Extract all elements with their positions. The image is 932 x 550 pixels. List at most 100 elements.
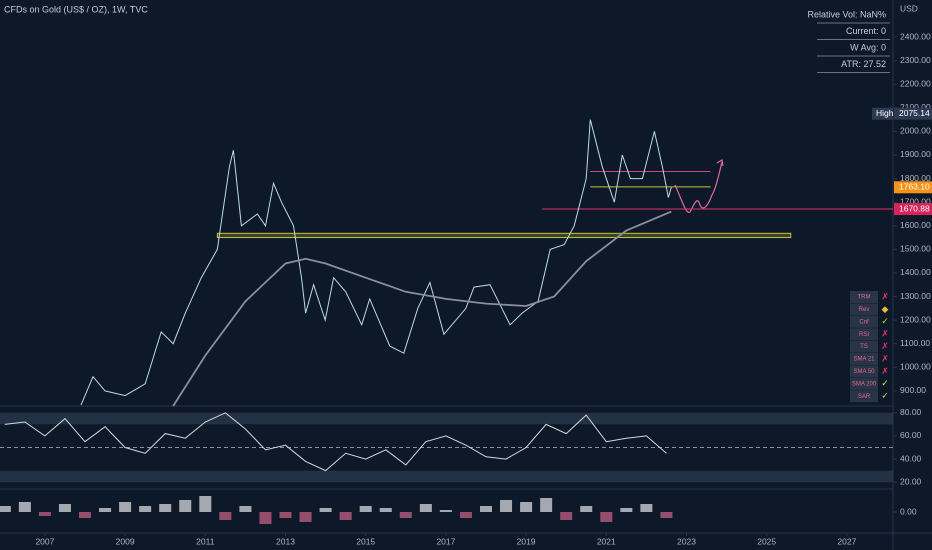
x-tick-label: 2017: [436, 536, 455, 546]
histogram-bar: [439, 510, 452, 512]
histogram-bar: [660, 512, 673, 518]
histogram-bar: [319, 508, 332, 512]
histogram-bar: [520, 502, 533, 512]
signal-cell: [850, 291, 878, 303]
moving-average: [172, 210, 672, 407]
histogram-bar: [299, 512, 312, 522]
signal-mark: ✓: [881, 316, 889, 326]
signal-cell: [850, 303, 878, 316]
histogram-bar: [239, 506, 252, 512]
histogram-bar: [640, 504, 653, 512]
x-tick-label: 2023: [677, 536, 696, 546]
stat-label: Current: 0: [846, 26, 886, 36]
price-label: 1670.88: [899, 203, 930, 213]
histogram-bar: [119, 502, 132, 512]
histogram-bar: [359, 506, 372, 512]
signal-name: SMA 200: [852, 381, 877, 387]
signal-cell: [850, 365, 878, 378]
histogram-bar: [38, 512, 51, 516]
histogram-bar: [279, 512, 292, 518]
y-tick-label: 1400.00: [900, 267, 931, 277]
y-tick-label: 0.00: [900, 506, 917, 516]
histogram-bar: [0, 506, 11, 512]
histogram-bar: [580, 506, 593, 512]
y-tick-label: 80.00: [900, 407, 922, 417]
histogram-bar: [540, 498, 553, 512]
signal-mark: ✗: [881, 366, 889, 376]
signal-cell: [850, 390, 878, 403]
chart-title: CFDs on Gold (US$ / OZ), 1W, TVC: [4, 4, 148, 14]
y-tick-label: 1100.00: [900, 338, 930, 348]
price-tag: High: [876, 108, 894, 118]
signal-mark: ✗: [881, 341, 889, 351]
price-label: 1763.10: [899, 182, 930, 192]
x-tick-label: 2013: [276, 536, 295, 546]
signal-mark: ✗: [881, 329, 889, 339]
histogram-bar: [139, 506, 152, 512]
histogram-bar: [179, 500, 192, 512]
histogram-bar: [600, 512, 613, 522]
histogram-bar: [379, 508, 392, 512]
histogram-bar: [419, 504, 432, 512]
x-tick-label: 2015: [356, 536, 375, 546]
y-tick-label: 2000.00: [900, 126, 931, 136]
signal-name: SAR: [858, 394, 871, 400]
histogram-bar: [620, 508, 633, 512]
y-tick-label: 1900.00: [900, 149, 931, 159]
signal-name: Cnf: [859, 319, 869, 325]
signal-cell: [850, 315, 878, 328]
y-tick-label: 40.00: [900, 453, 922, 463]
histogram-bar: [560, 512, 573, 520]
signal-name: TRM: [858, 295, 871, 301]
x-tick-label: 2011: [196, 536, 215, 546]
histogram-bar: [199, 496, 212, 512]
price-line: [80, 119, 672, 406]
projection-drawing: [674, 161, 723, 213]
signal-name: SMA 21: [853, 357, 875, 363]
histogram-bar: [500, 500, 513, 512]
y-tick-label: 2200.00: [900, 78, 931, 88]
y-tick-label: 900.00: [900, 385, 926, 395]
signal-mark: ✓: [881, 378, 889, 388]
signal-cell: [850, 340, 878, 353]
stat-label: W Avg: 0: [850, 42, 886, 52]
price-label: 2075.14: [899, 108, 930, 118]
signal-name: SMA 50: [853, 369, 875, 375]
signal-cell: [850, 377, 878, 390]
histogram-bar: [18, 502, 31, 512]
price-label-box: [894, 181, 932, 194]
rsi-line: [4, 412, 667, 472]
price-label-box: [894, 107, 932, 120]
y-tick-label: 1500.00: [900, 244, 931, 254]
signal-name: RSI: [859, 332, 869, 338]
y-tick-label: 60.00: [900, 430, 922, 440]
x-tick-label: 2009: [116, 536, 135, 546]
histogram-bar: [339, 512, 352, 520]
y-tick-label: 2400.00: [900, 31, 931, 41]
histogram-bar: [459, 512, 472, 518]
histogram-bar: [99, 508, 112, 512]
stat-label: Relative Vol: NaN%: [807, 9, 886, 19]
y-tick-label: 1600.00: [900, 220, 931, 230]
rsi-band: [0, 412, 893, 425]
x-tick-label: 2007: [35, 536, 54, 546]
histogram-bar: [219, 512, 232, 520]
signal-name: Rev: [859, 307, 870, 313]
histogram-bar: [399, 512, 412, 518]
rsi-band: [0, 470, 893, 483]
support-zone: [216, 232, 792, 239]
y-tick-label: 2100.00: [900, 102, 931, 112]
signal-mark: ✓: [881, 391, 889, 401]
y-tick-label: 1200.00: [900, 314, 931, 324]
price-tag-box: [872, 107, 893, 120]
histogram-bar: [259, 512, 272, 524]
projection-arrow: [716, 159, 724, 167]
stat-label: ATR: 27.52: [841, 59, 886, 69]
signal-mark: ✗: [881, 291, 889, 301]
histogram-bar: [159, 504, 172, 512]
x-tick-label: 2021: [597, 536, 616, 546]
histogram-bar: [479, 506, 493, 512]
y-tick-label: 1800.00: [900, 173, 931, 183]
